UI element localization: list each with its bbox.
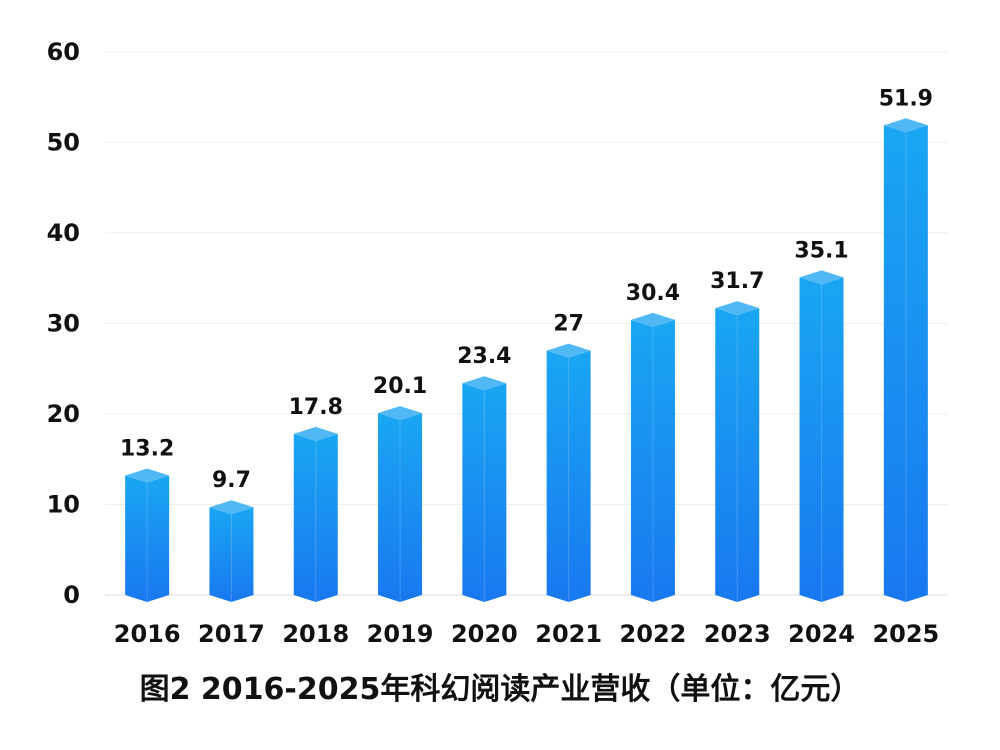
data-label: 27	[553, 312, 584, 337]
bar-cap-2024	[799, 270, 844, 285]
y-axis: 0 10 20 30 40 50 60	[47, 38, 80, 609]
data-label: 30.4	[626, 281, 680, 306]
x-tick-label: 2018	[282, 620, 349, 648]
bar-cap-2025	[883, 118, 928, 133]
data-label: 51.9	[879, 86, 933, 111]
x-tick-label: 2016	[114, 620, 181, 648]
bar-2019	[378, 413, 423, 602]
x-tick-label: 2022	[620, 620, 687, 648]
value-labels: 13.2 9.7 17.8 20.1 23.4 27 30.4 31.7 35.1 51.9	[120, 86, 933, 493]
bar-2016	[125, 475, 170, 602]
bar-cap-2022	[630, 312, 675, 327]
x-tick-label: 2025	[872, 620, 939, 648]
bar-cap-2016	[125, 468, 170, 483]
data-label: 35.1	[794, 238, 848, 263]
y-tick-label: 20	[47, 400, 80, 428]
bar-2021	[546, 350, 591, 602]
x-tick-label: 2023	[704, 620, 771, 648]
bars	[125, 118, 928, 603]
bar-2018	[293, 433, 338, 602]
bar-2024	[799, 277, 844, 602]
y-tick-label: 60	[47, 38, 80, 66]
data-label: 31.7	[710, 269, 764, 294]
bar-2020	[462, 383, 507, 602]
data-label: 13.2	[120, 437, 174, 462]
bar-cap-2023	[715, 301, 760, 316]
bar-cap-2018	[293, 426, 338, 441]
y-tick-label: 50	[47, 129, 80, 157]
gridlines	[105, 51, 948, 596]
data-label: 20.1	[373, 374, 427, 399]
bar-cap-2021	[546, 343, 591, 358]
chart-title: 图2 2016-2025年科幻阅读产业营收（单位：亿元）	[139, 672, 861, 707]
bar-2022	[630, 319, 675, 602]
y-tick-label: 30	[47, 310, 80, 338]
y-tick-label: 10	[47, 491, 80, 519]
x-tick-label: 2024	[788, 620, 855, 648]
y-tick-label: 40	[47, 219, 80, 247]
bar-cap-2017	[209, 500, 254, 515]
x-tick-label: 2019	[367, 620, 434, 648]
x-axis: 2016 2017 2018 2019 2020 2021 2022 2023 2024 2025	[114, 620, 939, 648]
bar-2017	[209, 507, 254, 602]
bar-cap-2020	[462, 376, 507, 391]
x-tick-label: 2020	[451, 620, 518, 648]
bar-2025	[883, 125, 928, 603]
y-tick-label: 0	[63, 581, 80, 609]
data-label: 17.8	[289, 395, 343, 420]
x-tick-label: 2021	[535, 620, 602, 648]
data-label: 23.4	[457, 344, 511, 369]
bar-cap-2019	[378, 406, 423, 421]
x-tick-label: 2017	[198, 620, 265, 648]
data-label: 9.7	[212, 468, 251, 493]
bar-2023	[715, 308, 760, 602]
